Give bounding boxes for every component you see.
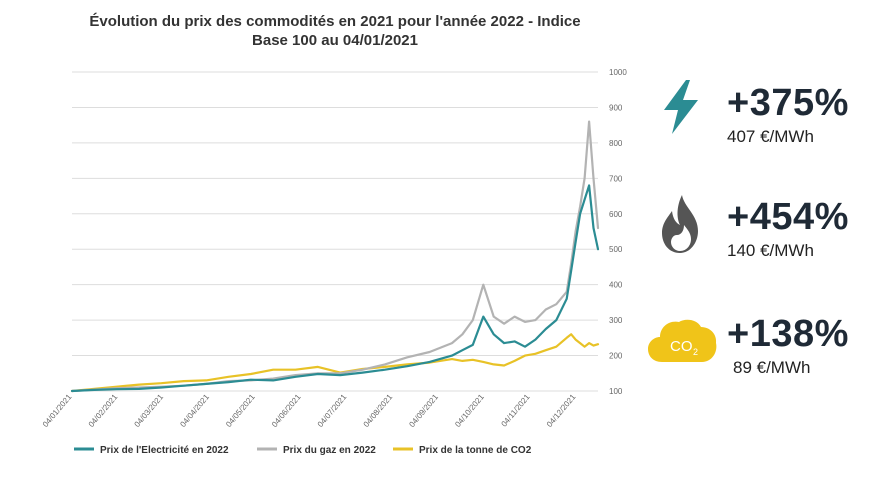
y-tick-label: 100 (609, 387, 623, 396)
stat-electricity: +375% 407 €/MWh (727, 82, 849, 147)
y-tick-label: 800 (609, 139, 623, 148)
stat-gas-value: 140 €/MWh (727, 241, 814, 260)
x-axis-ticks: 04/01/2021 04/02/2021 04/03/2021 04/04/2021… (41, 392, 578, 429)
legend-label-co2: Prix de la tonne de CO2 (419, 445, 532, 456)
x-tick-label: 04/07/2021 (316, 392, 349, 429)
stat-gas: +454% 140 €/MWh (727, 196, 849, 261)
stat-co2: +138% 89 €/MWh (727, 313, 849, 378)
x-tick-label: 04/12/2021 (545, 392, 578, 429)
chart-title: Évolution du prix des commodités en 2021… (89, 13, 581, 49)
stat-co2-percent: +138% (727, 313, 849, 355)
y-tick-label: 1000 (609, 68, 627, 77)
y-tick-label: 300 (609, 316, 623, 325)
y-tick-label: 900 (609, 103, 623, 112)
legend-label-gas: Prix du gaz en 2022 (283, 445, 376, 456)
grid-lines (72, 71, 598, 392)
x-tick-label: 04/06/2021 (270, 392, 303, 429)
y-tick-label: 600 (609, 210, 623, 219)
y-tick-label: 700 (609, 174, 623, 183)
x-tick-label: 04/03/2021 (133, 392, 166, 429)
y-tick-label: 500 (609, 245, 623, 254)
co2-cloud-icon: CO 2 (648, 318, 718, 371)
flame-icon (660, 195, 702, 258)
x-tick-label: 04/11/2021 (499, 392, 532, 428)
x-tick-label: 04/02/2021 (87, 392, 120, 429)
stat-co2-value: 89 €/MWh (733, 358, 811, 377)
x-tick-label: 04/08/2021 (362, 392, 395, 429)
series-lines (70, 120, 600, 393)
stat-electricity-value: 407 €/MWh (727, 127, 814, 146)
legend-label-electricity: Prix de l'Electricité en 2022 (100, 445, 229, 456)
y-tick-label: 200 (609, 352, 623, 361)
series-line-electricity (70, 184, 600, 393)
lightning-icon (660, 80, 702, 139)
x-tick-label: 04/01/2021 (41, 392, 74, 429)
x-tick-label: 04/04/2021 (178, 392, 211, 429)
stat-electricity-percent: +375% (727, 82, 849, 124)
stat-gas-percent: +454% (727, 196, 849, 238)
co2-badge-text: CO (670, 338, 693, 355)
series-line-co2 (70, 333, 600, 393)
co2-badge-subscript: 2 (693, 347, 698, 357)
y-tick-label: 400 (609, 281, 623, 290)
legend: Prix de l'Electricité en 2022 Prix du gaz… (74, 445, 532, 456)
x-tick-label: 04/09/2021 (407, 392, 440, 429)
x-tick-label: 04/05/2021 (224, 392, 257, 429)
x-tick-label: 04/10/2021 (453, 392, 486, 429)
series-line-gas (70, 120, 600, 393)
y-axis-ticks: 100 200 300 400 500 600 700 800 900 1000 (609, 68, 627, 396)
